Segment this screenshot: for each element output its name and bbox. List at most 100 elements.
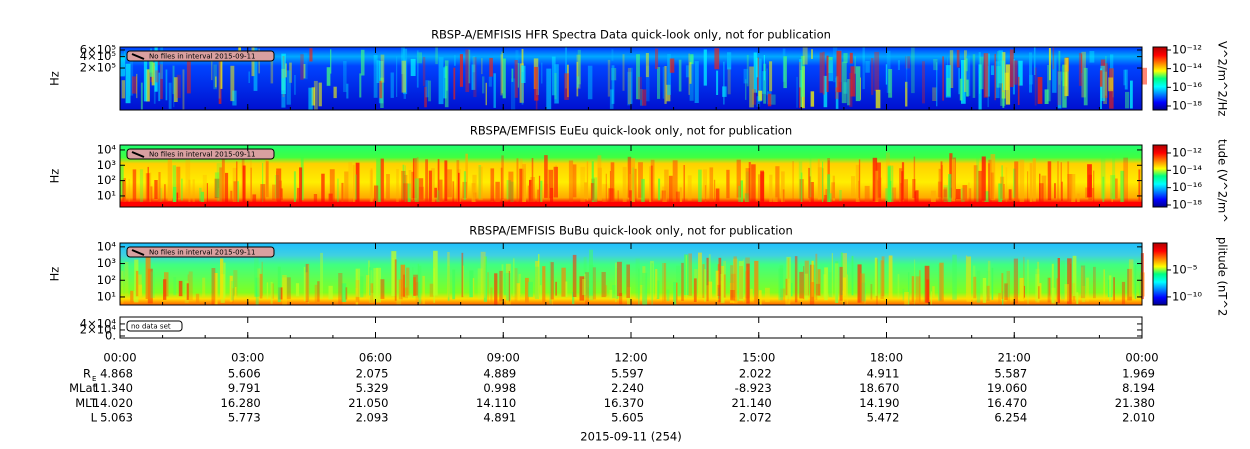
spectrogram-texture <box>733 258 738 304</box>
spectrogram-texture <box>145 253 151 299</box>
spectrogram-texture <box>850 66 856 97</box>
spectrogram-texture <box>321 173 325 206</box>
spectrogram-texture <box>444 160 448 201</box>
spectrogram-texture <box>1108 77 1114 92</box>
spectrogram-texture <box>132 169 137 201</box>
spectrogram-texture <box>704 185 707 203</box>
spectrogram-texture <box>1120 170 1125 206</box>
spectrogram-texture <box>333 86 337 99</box>
spectrogram-texture <box>501 51 504 94</box>
spectrogram-texture <box>973 276 977 299</box>
spectrogram-texture <box>904 179 908 207</box>
spectrogram-texture <box>1017 76 1020 105</box>
spectrogram-texture <box>902 288 905 301</box>
spectrogram-texture <box>828 272 833 298</box>
colorbar-tick-label: 10⁻¹⁸ <box>1172 198 1202 212</box>
spectrogram-texture <box>655 269 658 299</box>
spectrogram-texture <box>1111 192 1113 203</box>
panel-title: RBSPA/EMFISIS BuBu quick-look only, not … <box>469 224 793 238</box>
spectrogram-texture <box>615 262 617 303</box>
spectrogram-texture <box>968 182 970 198</box>
spectrogram-texture <box>120 56 125 77</box>
spectrogram-texture <box>572 164 577 198</box>
spectrogram-texture <box>404 165 406 206</box>
spectrogram-texture <box>348 162 353 206</box>
spectrogram-texture <box>490 287 493 303</box>
spectrogram-texture <box>516 283 520 301</box>
spectrogram-texture <box>173 277 177 296</box>
spectrogram-texture <box>897 274 900 299</box>
spectrogram-texture <box>413 277 416 296</box>
spectrogram-texture <box>487 272 489 305</box>
spectrogram-texture <box>276 171 278 203</box>
spectrogram-texture <box>1004 283 1008 300</box>
spectrogram-texture <box>645 53 649 78</box>
spectrogram-texture <box>416 157 419 203</box>
spectrogram-texture <box>124 262 129 296</box>
spectrogram-texture <box>586 161 589 201</box>
spectrogram-texture <box>965 58 968 72</box>
spectrogram-texture <box>282 275 287 300</box>
spectrogram-texture <box>998 50 1003 84</box>
spectrogram-texture <box>597 155 602 199</box>
spectrogram-texture <box>943 185 949 205</box>
spectrogram-texture <box>447 252 450 298</box>
spectrogram-texture <box>1038 286 1041 299</box>
spectrogram-texture <box>589 249 593 296</box>
spectrogram-texture <box>513 258 515 297</box>
spectrogram-texture <box>508 171 514 202</box>
spectrogram-texture <box>260 184 266 202</box>
spectrogram-texture <box>326 67 331 86</box>
spectrogram-texture <box>369 267 371 296</box>
spectrogram-texture <box>870 284 873 300</box>
spectrogram-texture <box>311 87 315 106</box>
spectrogram-texture <box>641 178 645 206</box>
spectrogram-texture <box>839 266 843 301</box>
spectrogram-texture <box>369 283 374 304</box>
spectrogram-texture <box>930 291 932 305</box>
spectrogram-texture <box>376 158 382 203</box>
spectrogram-texture <box>1048 48 1051 81</box>
spectrogram-texture <box>861 282 866 302</box>
spectrogram-texture <box>471 64 476 90</box>
spectrogram-texture <box>418 265 422 304</box>
spectrogram-texture <box>951 159 955 202</box>
colorbar-tick-label: 10⁻¹² <box>1172 145 1202 159</box>
spectrogram-texture <box>359 73 362 98</box>
spectrogram-texture <box>800 172 803 205</box>
spectrogram-texture <box>206 183 208 206</box>
ephemeris-value: 16.470 <box>987 396 1027 410</box>
spectrogram-texture <box>145 69 150 102</box>
spectrogram-texture <box>786 256 791 300</box>
spectrogram-texture <box>662 263 667 305</box>
spectrogram-texture <box>232 90 237 106</box>
spectrogram-texture <box>425 159 428 204</box>
spectrogram-texture <box>630 67 633 104</box>
spectrogram-texture <box>1032 158 1036 202</box>
spectrogram-texture <box>746 54 749 87</box>
spectrogram-texture <box>373 55 378 98</box>
spectrogram-texture <box>130 290 134 304</box>
spectrogram-texture <box>328 285 333 300</box>
spectrogram-texture <box>527 185 532 203</box>
spectrogram-texture <box>676 265 681 297</box>
ephemeris-value: 4.891 <box>483 411 516 425</box>
spectrogram-texture <box>810 182 814 207</box>
spectrogram-texture <box>434 187 437 198</box>
spectrogram-texture <box>453 67 456 100</box>
spectrogram-texture <box>899 168 903 203</box>
spectrogram-texture <box>760 170 764 207</box>
x-axis-label: 2015-09-11 (254) <box>580 430 681 444</box>
spectrogram-texture <box>799 59 802 88</box>
spectrogram-texture <box>544 155 548 198</box>
spectrogram-texture <box>255 286 259 305</box>
spectrogram-texture <box>819 52 824 93</box>
spectrogram-texture <box>1105 56 1107 96</box>
spectrogram-texture <box>640 285 644 301</box>
spectrogram-texture <box>469 270 474 298</box>
spectrogram-texture <box>1080 265 1086 299</box>
spectrogram-texture <box>694 61 699 103</box>
spectrogram-texture <box>794 256 798 303</box>
spectrogram-texture <box>218 188 220 201</box>
spectrogram-texture <box>417 52 422 64</box>
